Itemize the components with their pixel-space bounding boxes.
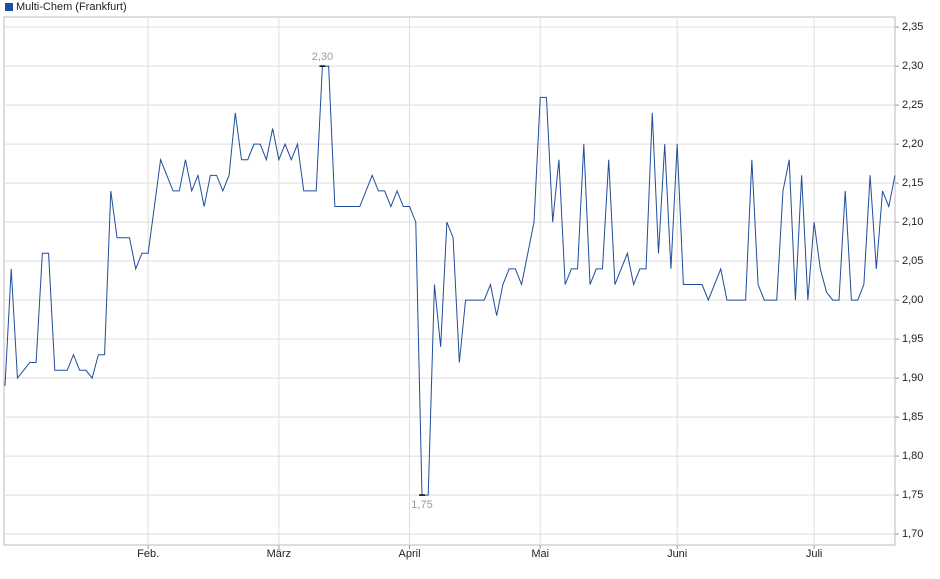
y-tick-label: 2,25 [902, 99, 923, 111]
x-tick-label: April [399, 548, 421, 560]
value-label: 2,30 [312, 51, 333, 63]
x-tick-label: Juli [806, 548, 823, 560]
value-label: 1,75 [411, 499, 432, 511]
legend-swatch [5, 3, 13, 11]
y-tick-label: 2,05 [902, 255, 923, 267]
y-tick-label: 1,80 [902, 450, 923, 462]
price-line [4, 65, 896, 496]
y-tick-label: 1,70 [902, 528, 923, 540]
y-tick-label: 2,20 [902, 138, 923, 150]
x-tick-label: März [267, 548, 291, 560]
x-tick-label: Feb. [137, 548, 159, 560]
y-tick-label: 1,95 [902, 333, 923, 345]
y-tick-label: 1,75 [902, 489, 923, 501]
legend-label: Multi-Chem (Frankfurt) [16, 1, 127, 13]
y-tick-label: 1,90 [902, 372, 923, 384]
x-tick-label: Mai [531, 548, 549, 560]
y-tick-label: 2,10 [902, 216, 923, 228]
x-tick-label: Juni [667, 548, 687, 560]
y-tick-label: 2,30 [902, 60, 923, 72]
y-tick-label: 2,15 [902, 177, 923, 189]
y-tick-label: 2,00 [902, 294, 923, 306]
y-tick-label: 1,85 [902, 411, 923, 423]
y-tick-label: 2,35 [902, 21, 923, 33]
plot-frame [3, 16, 896, 546]
